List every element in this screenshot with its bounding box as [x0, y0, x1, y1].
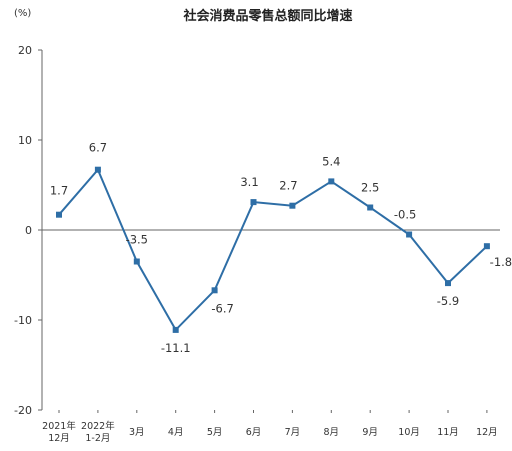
- x-tick-label: 1-2月: [85, 433, 110, 444]
- y-tick-label: 10: [18, 134, 32, 147]
- data-point: [445, 280, 451, 287]
- data-point: [133, 258, 140, 265]
- data-labels: 1.7 6.7 -3.5 -11.1 -6.7 3.1 2.7 5.4 2.5 -0.5 -5.9 -…: [50, 141, 512, 355]
- x-tick-label: 8月: [324, 427, 340, 438]
- x-tick-label: 9月: [362, 427, 378, 438]
- data-label: -3.5: [126, 233, 148, 247]
- data-point: [367, 204, 374, 211]
- series-line: [58, 167, 488, 332]
- y-ticks: 20 10 0 -10 -20: [14, 44, 42, 417]
- data-label: -1.8: [490, 255, 512, 269]
- x-tick-label: 5月: [207, 427, 223, 438]
- data-markers: [56, 166, 490, 333]
- data-label: -6.7: [211, 301, 233, 315]
- x-tick-label: 10月: [398, 427, 420, 438]
- data-point: [211, 287, 218, 294]
- x-tick-label: 12月: [48, 433, 70, 444]
- x-tick-label: 4月: [168, 427, 184, 438]
- y-tick-label: -20: [14, 404, 32, 417]
- x-tick-label: 3月: [129, 427, 145, 438]
- data-point: [56, 211, 62, 218]
- data-label: 2.5: [361, 181, 379, 195]
- data-label: 3.1: [240, 175, 258, 189]
- x-tick-label: 7月: [285, 427, 301, 438]
- data-label: 1.7: [50, 184, 68, 198]
- x-tick-label: 2021年: [42, 420, 76, 432]
- y-tick-label: 20: [18, 44, 32, 57]
- chart-title: 社会消费品零售总额同比增速: [182, 8, 352, 24]
- x-tick-label: 2022年: [81, 420, 115, 432]
- data-point: [289, 202, 296, 209]
- y-tick-label: 0: [25, 224, 32, 237]
- x-tick-label: 12月: [476, 427, 498, 438]
- data-point: [483, 243, 490, 250]
- data-point: [172, 326, 179, 333]
- data-label: -5.9: [437, 294, 459, 308]
- data-point: [250, 199, 257, 206]
- data-label: 6.7: [89, 141, 107, 155]
- y-tick-label: -10: [14, 314, 32, 327]
- data-point: [328, 178, 335, 185]
- x-tick-label: 11月: [437, 427, 459, 438]
- y-axis-unit: (%): [14, 8, 31, 19]
- data-label: -11.1: [161, 341, 191, 355]
- x-tick-label: 6月: [246, 427, 262, 438]
- data-label: -0.5: [394, 208, 416, 222]
- data-point: [94, 166, 101, 173]
- data-label: 5.4: [322, 154, 340, 168]
- data-point: [406, 231, 413, 238]
- data-label: 2.7: [279, 179, 297, 193]
